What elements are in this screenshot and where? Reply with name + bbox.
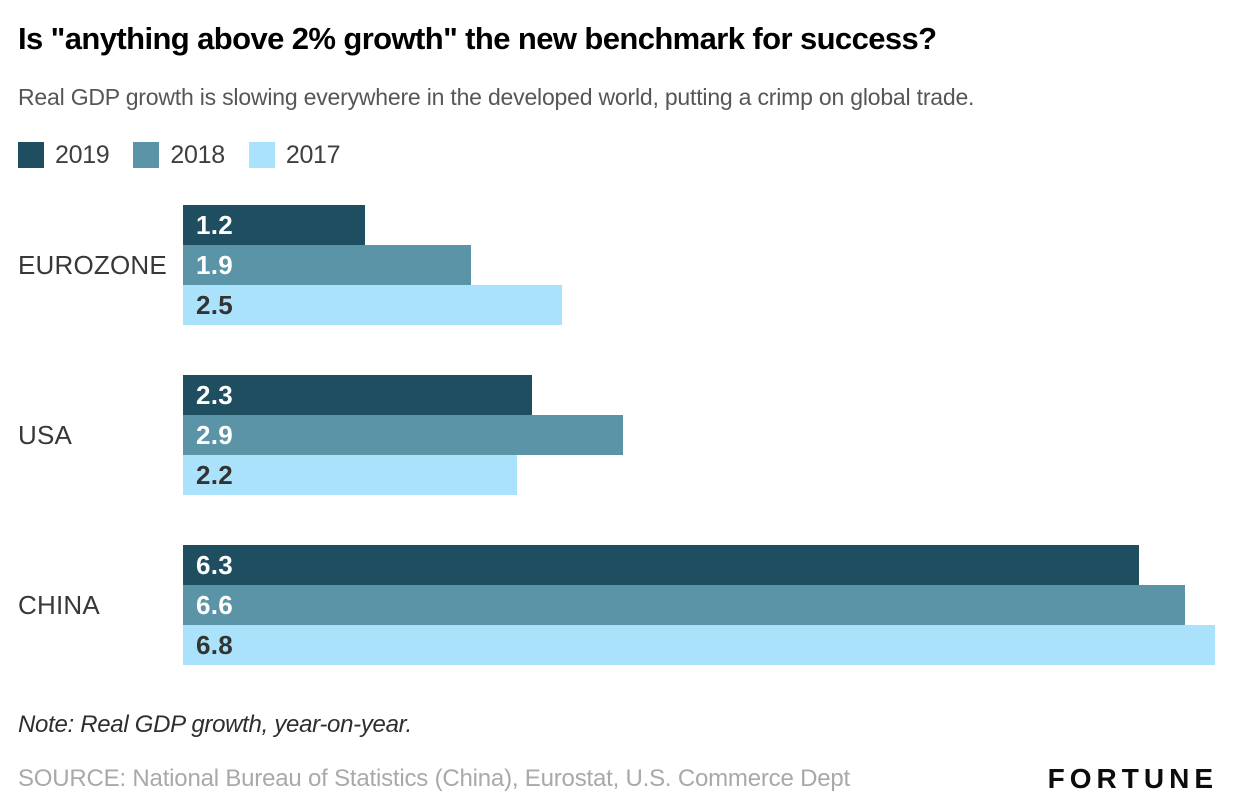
chart-subtitle: Real GDP growth is slowing everywhere in… xyxy=(18,84,975,111)
bar-usa-2018: 2.9 xyxy=(183,415,624,456)
bar-value-label: 2.2 xyxy=(196,459,234,490)
fortune-logo: FORTUNE xyxy=(1047,763,1218,795)
bar-value-label: 6.6 xyxy=(196,589,234,620)
bar-eurozone-2017: 2.5 xyxy=(183,285,563,326)
bar-value-label: 1.9 xyxy=(196,249,234,280)
bar-value-label: 2.9 xyxy=(196,419,234,450)
category-label: EUROZONE xyxy=(18,249,167,280)
bar-value-label: 6.8 xyxy=(196,629,234,660)
legend-label: 2019 xyxy=(55,140,110,169)
bar-eurozone-2019: 1.2 xyxy=(183,205,366,246)
bars-column: 2.3 2.9 2.2 xyxy=(183,375,1215,496)
bar-group-usa: USA 2.3 2.9 2.2 xyxy=(18,375,1218,496)
legend-swatch-2019 xyxy=(18,142,44,169)
bar-china-2017: 6.8 xyxy=(183,625,1215,666)
bar-value-label: 2.3 xyxy=(196,379,234,410)
legend-item-2017: 2017 xyxy=(248,140,341,170)
legend-item-2018: 2018 xyxy=(133,140,225,170)
bar-group-china: CHINA 6.3 6.6 6.8 xyxy=(18,545,1218,666)
category-label: CHINA xyxy=(18,589,100,620)
bar-group-eurozone: EUROZONE 1.2 1.9 2.5 xyxy=(18,205,1218,326)
chart-note: Note: Real GDP growth, year-on-year. xyxy=(18,711,412,739)
bars-column: 1.2 1.9 2.5 xyxy=(183,205,1215,326)
bar-eurozone-2018: 1.9 xyxy=(183,245,472,286)
chart-legend: 2019 2018 2017 xyxy=(18,140,1218,170)
bar-china-2019: 6.3 xyxy=(183,545,1140,586)
legend-item-2019: 2019 xyxy=(18,140,110,170)
bar-value-label: 1.2 xyxy=(196,209,234,240)
bar-value-label: 6.3 xyxy=(196,549,234,580)
chart-title: Is "anything above 2% growth" the new be… xyxy=(18,21,937,56)
legend-swatch-2018 xyxy=(133,142,160,169)
bars-column: 6.3 6.6 6.8 xyxy=(183,545,1215,666)
category-label: USA xyxy=(18,419,73,450)
source-row: SOURCE: National Bureau of Statistics (C… xyxy=(18,763,1218,795)
legend-label: 2018 xyxy=(170,140,225,169)
bar-usa-2017: 2.2 xyxy=(183,455,517,496)
legend-swatch-2017 xyxy=(248,142,275,169)
chart-source: SOURCE: National Bureau of Statistics (C… xyxy=(18,765,850,793)
bar-usa-2019: 2.3 xyxy=(183,375,533,416)
bar-value-label: 2.5 xyxy=(196,289,234,320)
legend-label: 2017 xyxy=(285,140,341,169)
bar-chart: EUROZONE 1.2 1.9 2.5 USA 2.3 2.9 2.2 CHINA 6.3 6.6… xyxy=(18,205,1218,666)
bar-china-2018: 6.6 xyxy=(183,585,1185,626)
